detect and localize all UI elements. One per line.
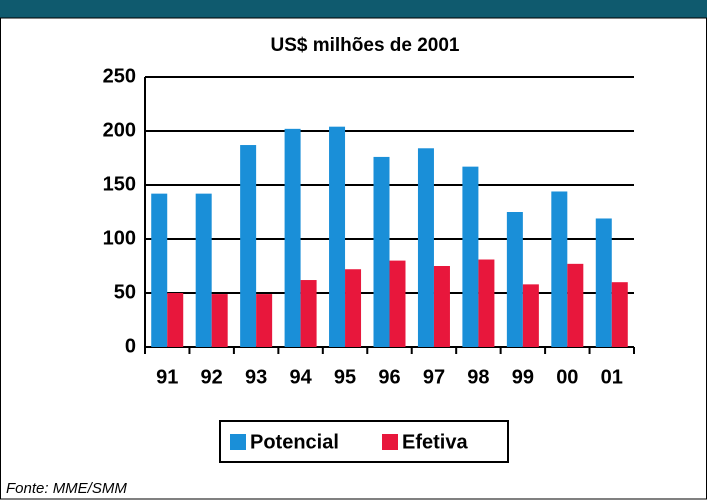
chart-subtitle: US$ milhões de 2001: [270, 35, 459, 56]
x-tick-label: 98: [467, 366, 489, 388]
bar: [611, 282, 628, 347]
legend-swatch: [382, 434, 398, 450]
bar: [551, 191, 568, 347]
bar: [195, 193, 212, 347]
bar: [595, 218, 612, 347]
bar: [284, 128, 301, 347]
bar: [506, 212, 523, 347]
y-tick-label: 150: [103, 173, 136, 195]
bar: [462, 166, 479, 347]
header-band: [0, 0, 707, 18]
bar: [417, 148, 434, 347]
x-tick-label: 00: [556, 366, 578, 388]
x-tick-label: 97: [423, 366, 445, 388]
y-tick-label: 250: [103, 65, 136, 87]
legend-swatch: [230, 434, 246, 450]
bar: [478, 259, 495, 347]
bar: [300, 280, 317, 347]
y-tick-label: 50: [114, 281, 136, 303]
bar: [167, 293, 184, 347]
y-tick-label: 100: [103, 227, 136, 249]
x-tick-label: 99: [512, 366, 534, 388]
bar: [151, 193, 168, 347]
x-tick-label: 96: [378, 366, 400, 388]
x-tick-label: 92: [201, 366, 223, 388]
bar: [211, 294, 228, 347]
x-tick-label: 94: [289, 366, 312, 388]
x-tick-label: 91: [156, 366, 178, 388]
bar: [373, 156, 390, 347]
legend-label: Potencial: [250, 431, 339, 453]
bar: [522, 284, 539, 347]
bar: [433, 266, 450, 347]
source: Fonte: MME/SMM: [6, 480, 127, 497]
bar: [240, 145, 257, 347]
y-tick-label: 0: [125, 335, 136, 357]
x-tick-label: 01: [601, 366, 623, 388]
bar: [256, 294, 273, 347]
bar: [567, 263, 584, 347]
bar: [329, 126, 346, 348]
x-tick-label: 93: [245, 366, 267, 388]
bar: [389, 260, 406, 347]
legend-box: [219, 420, 509, 463]
y-tick-label: 200: [103, 119, 136, 141]
legend-label: Efetiva: [402, 431, 468, 453]
x-tick-label: 95: [334, 366, 356, 388]
bar: [345, 269, 362, 347]
